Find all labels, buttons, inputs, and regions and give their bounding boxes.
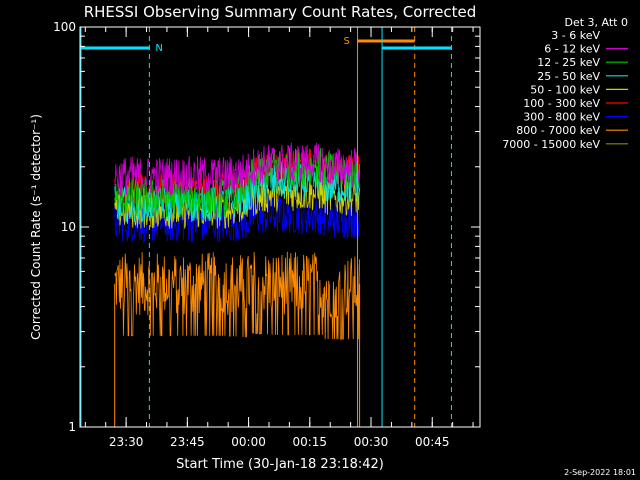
x-tick-label: 00:30 [354,435,389,449]
plot-frame [79,26,481,428]
series-1 [114,142,360,196]
marker-layer: NS [80,27,452,427]
legend-entry-label: 800 - 7000 keV [516,124,600,137]
x-tick-label: 23:30 [109,435,144,449]
legend-entry-label: 3 - 6 keV [551,29,600,42]
legend-header: Det 3, Att 0 [565,16,629,29]
y-tick-label: 1 [68,420,76,434]
legend-entry-label: 25 - 50 keV [537,70,600,83]
legend-entry-label: 100 - 300 keV [523,97,600,110]
x-tick-label: 23:45 [170,435,205,449]
legend-entry-label: 7000 - 15000 keV [502,138,600,151]
footer-date: 2-Sep-2022 18:01 [564,468,636,477]
series-7 [114,251,360,340]
chart-title: RHESSI Observing Summary Count Rates, Co… [84,3,477,21]
legend-entry-label: 12 - 25 keV [537,56,600,69]
marker-label-1: S [344,36,350,47]
x-tick-label: 00:00 [231,435,266,449]
marker-label-0: N [155,43,162,54]
axes-layer: 1 10 100 23:30 23:45 00:00 00:15 00:30 00:45 [53,20,481,449]
x-tick-label: 00:15 [292,435,327,449]
series-6 [114,195,360,244]
y-tick-label: 10 [61,220,76,234]
series-0 [114,90,360,159]
legend-entry-label: 300 - 800 keV [523,111,600,124]
x-tick-label: 00:45 [415,435,450,449]
y-axis-label: Corrected Count Rate (s⁻¹ detector⁻¹) [29,114,43,340]
legend-entry-label: 6 - 12 keV [544,43,600,56]
x-axis-label: Start Time (30-Jan-18 23:18:42) [176,457,384,472]
legend-entry-label: 50 - 100 keV [530,83,600,96]
series-layer [114,90,361,427]
y-tick-label: 100 [53,20,76,34]
